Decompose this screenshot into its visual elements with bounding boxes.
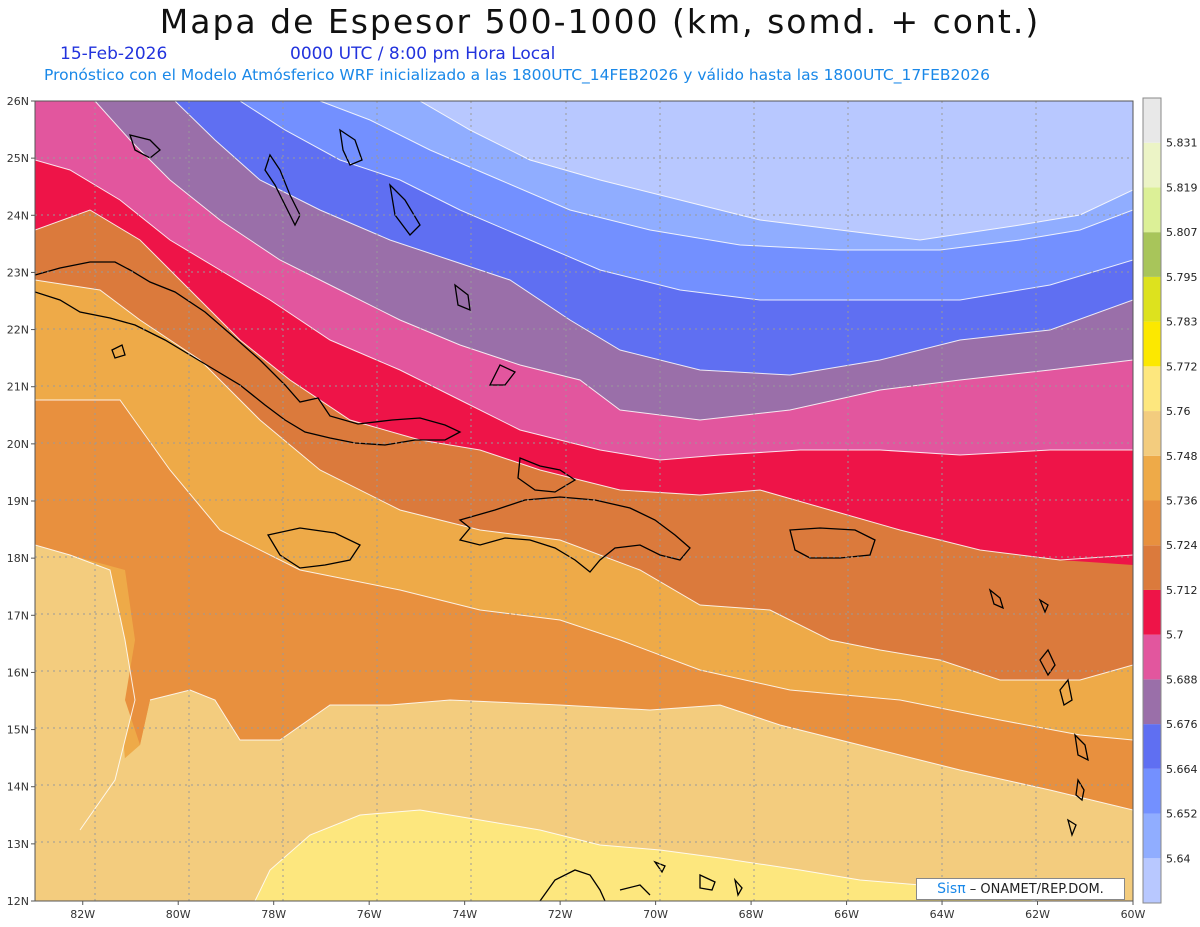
map-title: Mapa de Espesor 500-1000 (km, somd. + co… <box>159 2 1041 41</box>
legend-swatch <box>1143 768 1161 814</box>
lat-tick-label: 21N <box>7 381 29 394</box>
lon-tick-label: 76W <box>357 908 382 921</box>
credit-brand: Sisπ <box>937 881 966 897</box>
legend-swatch <box>1143 276 1161 322</box>
lat-tick-label: 25N <box>7 152 29 165</box>
credit-text: – ONAMET/REP.DOM. <box>969 882 1104 897</box>
lat-tick-label: 18N <box>7 552 29 565</box>
lat-tick-label: 19N <box>7 495 29 508</box>
legend-swatch <box>1143 545 1161 590</box>
legend-label: 5.724 <box>1166 539 1198 552</box>
legend-swatch <box>1143 455 1161 501</box>
legend-swatch <box>1143 142 1161 188</box>
legend-swatch <box>1143 98 1161 143</box>
lon-tick-label: 82W <box>70 908 95 921</box>
lat-tick-label: 26N <box>7 95 29 108</box>
lon-tick-label: 70W <box>643 908 668 921</box>
lat-tick-label: 22N <box>7 324 29 337</box>
coastlines <box>35 128 1089 901</box>
legend-label: 5.807 <box>1166 226 1198 239</box>
lon-tick-label: 74W <box>452 908 477 921</box>
legend-label: 5.831 <box>1166 137 1198 150</box>
legend-swatch <box>1143 679 1161 725</box>
legend-swatch <box>1143 589 1161 635</box>
legend-swatch <box>1143 232 1161 277</box>
legend-swatch <box>1143 321 1161 367</box>
legend-swatch <box>1143 411 1161 456</box>
credit-box: Sisπ – ONAMET/REP.DOM. <box>916 878 1125 900</box>
lat-tick-label: 12N <box>7 895 29 908</box>
graticule <box>35 101 1133 901</box>
legend-label: 5.712 <box>1166 584 1198 597</box>
lat-tick-label: 15N <box>7 724 29 737</box>
legend-swatch <box>1143 634 1161 680</box>
lon-tick-label: 66W <box>834 908 859 921</box>
legend-swatch <box>1143 858 1161 903</box>
legend-label: 5.652 <box>1166 808 1198 821</box>
legend-label: 5.772 <box>1166 360 1198 373</box>
lat-tick-label: 14N <box>7 781 29 794</box>
legend-swatch <box>1143 724 1161 769</box>
lat-tick-label: 17N <box>7 609 29 622</box>
legend-swatch <box>1143 500 1161 546</box>
valid-date: 15-Feb-2026 <box>60 44 168 64</box>
lat-tick-label: 16N <box>7 666 29 679</box>
legend-label: 5.7 <box>1166 629 1184 642</box>
lon-tick-label: 60W <box>1121 908 1146 921</box>
legend-label: 5.795 <box>1166 271 1198 284</box>
legend-swatch <box>1143 187 1161 233</box>
latitude-axis: 12N 13N 14N 15N 16N 17N 18N 19N 20N 21N 22N 23N 24N 2… <box>7 95 35 908</box>
legend-label: 5.76 <box>1166 405 1191 418</box>
color-legend: 5.64 5.652 5.664 5.676 5.688 5.7 5.712 5.724 5.7… <box>1142 97 1198 904</box>
lon-tick-label: 80W <box>166 908 191 921</box>
lat-tick-label: 13N <box>7 838 29 851</box>
legend-swatch <box>1143 813 1161 859</box>
legend-label: 5.819 <box>1166 181 1198 194</box>
lon-tick-label: 62W <box>1025 908 1050 921</box>
legend-label: 5.664 <box>1166 763 1198 776</box>
lat-tick-label: 23N <box>7 266 29 279</box>
lon-tick-label: 72W <box>548 908 573 921</box>
legend-label: 5.736 <box>1166 495 1198 508</box>
lon-tick-label: 64W <box>930 908 955 921</box>
valid-time: 0000 UTC / 8:00 pm Hora Local <box>290 44 556 64</box>
legend-label: 5.688 <box>1166 673 1198 686</box>
legend-label: 5.783 <box>1166 316 1198 329</box>
lat-tick-label: 24N <box>7 209 29 222</box>
legend-label: 5.748 <box>1166 450 1198 463</box>
legend-swatch <box>1143 366 1161 412</box>
forecast-description: Pronóstico con el Modelo Atmósferico WRF… <box>44 66 990 84</box>
legend-label: 5.676 <box>1166 718 1198 731</box>
legend-frame <box>1142 97 1162 904</box>
lon-tick-label: 78W <box>261 908 286 921</box>
legend-label: 5.64 <box>1166 852 1191 865</box>
longitude-axis: 82W 80W 78W 76W 74W 72W 70W 68W 66W 64W 62W 60W <box>70 901 1146 921</box>
lat-tick-label: 20N <box>7 438 29 451</box>
contour-fill-layer <box>35 101 1133 901</box>
lon-tick-label: 68W <box>739 908 764 921</box>
